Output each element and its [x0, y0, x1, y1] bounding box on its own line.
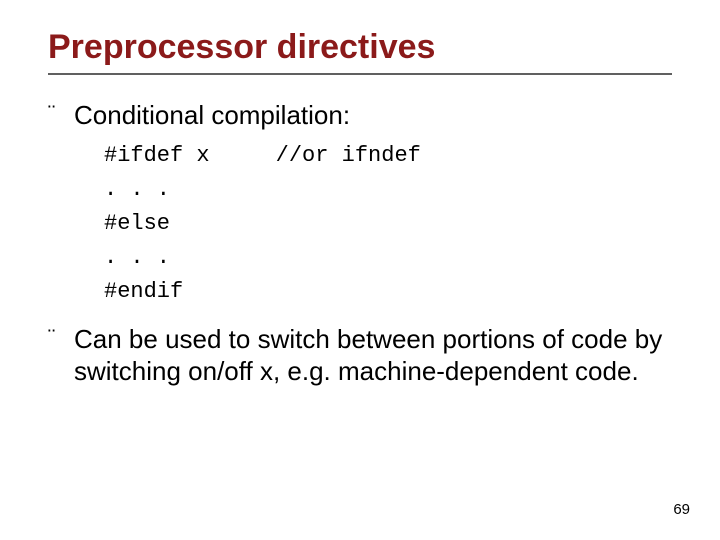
slide: Preprocessor directives ¨ Conditional co… [0, 0, 720, 540]
code-line-3: #else [104, 211, 170, 236]
bullet-1: ¨ Conditional compilation: [48, 99, 672, 131]
bullet-1-text: Conditional compilation: [74, 99, 350, 131]
slide-title: Preprocessor directives [48, 28, 672, 67]
title-underline [48, 73, 672, 75]
bullet-symbol: ¨ [48, 323, 74, 353]
code-line-5: #endif [104, 279, 183, 304]
code-block: #ifdef x //or ifndef . . . #else . . . #… [104, 139, 672, 309]
code-line-2: . . . [104, 177, 170, 202]
code-line-1: #ifdef x //or ifndef [104, 143, 421, 168]
bullet-2: ¨ Can be used to switch between portions… [48, 323, 672, 387]
page-number: 69 [673, 501, 690, 518]
code-line-4: . . . [104, 245, 170, 270]
bullet-2-text: Can be used to switch between portions o… [74, 323, 672, 387]
bullet-symbol: ¨ [48, 99, 74, 129]
